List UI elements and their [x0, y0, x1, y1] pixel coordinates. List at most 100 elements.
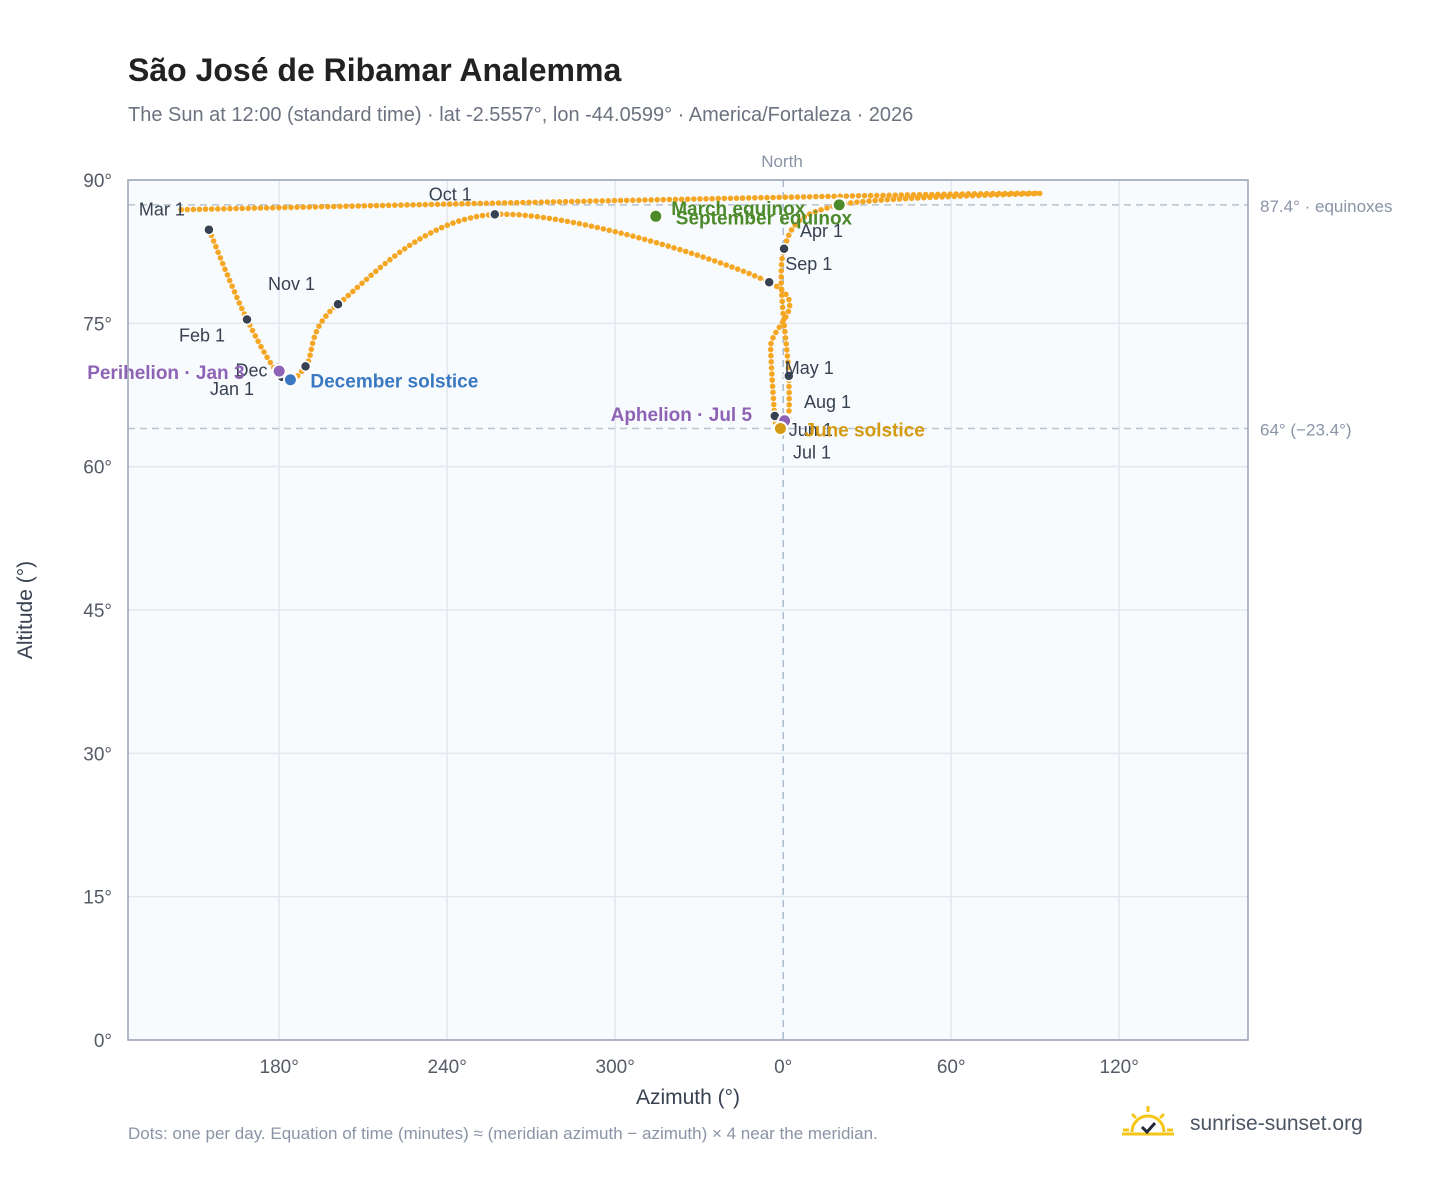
day-dot	[587, 198, 593, 204]
day-dot	[752, 195, 758, 201]
day-dot	[495, 200, 502, 206]
brand[interactable]: sunrise-sunset.org	[1120, 1102, 1390, 1146]
day-dot	[642, 197, 648, 203]
day-dot	[251, 205, 258, 211]
day-dot	[507, 200, 514, 206]
day-dot	[776, 194, 782, 201]
day-dot	[780, 310, 786, 317]
day-dot	[392, 253, 398, 259]
day-dot	[178, 206, 184, 213]
day-dot	[226, 277, 233, 284]
day-dot	[878, 197, 884, 203]
day-dot	[355, 203, 362, 209]
day-dot	[778, 280, 784, 286]
x-tick-label: 60°	[937, 1057, 966, 1078]
day-dot	[504, 211, 510, 218]
chart-subtitle: The Sun at 12:00 (standard time) · lat -…	[128, 104, 914, 126]
day-dot	[564, 218, 571, 225]
day-dot	[990, 190, 996, 197]
day-dot	[483, 200, 490, 207]
day-dot	[568, 198, 575, 205]
day-dot	[611, 197, 618, 204]
day-dot	[786, 408, 792, 414]
day-dot	[771, 401, 777, 408]
day-dot	[184, 206, 191, 213]
day-dot	[255, 338, 261, 345]
day-dot	[575, 198, 581, 205]
x-axis-label: Azimuth (°)	[636, 1086, 740, 1109]
footnote: Dots: one per day. Equation of time (min…	[128, 1124, 878, 1143]
day-dot	[354, 284, 361, 291]
day-dot	[630, 197, 636, 204]
day-dot	[684, 196, 691, 202]
month-label: Feb 1	[179, 326, 225, 346]
day-dot	[382, 260, 389, 267]
day-dot	[404, 202, 410, 208]
day-dot	[819, 193, 825, 200]
day-dot	[288, 204, 294, 211]
event-marker	[271, 363, 287, 379]
day-dot	[910, 192, 917, 198]
day-dot	[224, 272, 231, 278]
day-dot	[588, 223, 595, 229]
month-label: Jul 1	[793, 442, 831, 462]
day-dot	[606, 227, 612, 234]
day-dot	[514, 199, 520, 206]
day-dot	[489, 200, 496, 206]
day-dot	[768, 340, 774, 347]
axes: 0° 15° 30° 45° 60° 75° 90° 180° 240° 300° 0° 60° 120…	[83, 171, 1139, 1078]
day-dot	[648, 197, 654, 203]
event-marker	[282, 372, 298, 388]
day-dot	[782, 194, 789, 200]
day-dot	[796, 217, 803, 224]
day-dot	[768, 352, 774, 359]
day-dot	[784, 353, 791, 359]
day-dot	[1020, 190, 1027, 197]
day-dot	[312, 204, 319, 210]
day-dot	[401, 246, 408, 252]
day-dot	[659, 241, 666, 248]
day-dot	[526, 199, 532, 206]
day-dot	[528, 213, 534, 219]
day-dot	[671, 245, 677, 251]
day-dot	[440, 201, 447, 207]
day-dot	[996, 190, 1002, 197]
day-dot	[306, 204, 313, 210]
day-dot	[412, 239, 418, 245]
day-dot	[398, 202, 404, 208]
day-dot	[872, 197, 878, 204]
day-dot	[624, 231, 630, 238]
day-dot	[422, 201, 429, 208]
day-dot	[778, 268, 784, 274]
day-dot	[282, 204, 288, 211]
event-marker	[772, 420, 788, 436]
day-dot	[538, 199, 544, 205]
day-dot	[343, 203, 349, 209]
day-dot	[379, 202, 386, 209]
day-dot	[800, 194, 807, 200]
month-label: Jan 1	[210, 379, 254, 399]
day-dot	[784, 347, 790, 353]
day-dot	[783, 341, 789, 347]
day-dot	[739, 195, 746, 201]
day-dot	[678, 196, 685, 203]
day-dot	[874, 192, 880, 199]
day-dot	[453, 201, 459, 207]
day-dot	[1032, 190, 1039, 197]
day-dot	[231, 289, 238, 295]
x-tick-label: 300°	[596, 1057, 635, 1078]
day-dot	[319, 318, 326, 324]
day-dot	[935, 191, 941, 198]
day-dot	[473, 213, 480, 220]
day-dot	[767, 346, 774, 353]
event-label: December solstice	[310, 372, 478, 393]
day-dot	[236, 300, 243, 306]
day-dot	[884, 196, 891, 203]
month-marker	[489, 208, 501, 221]
day-dot	[788, 194, 795, 200]
day-dot	[516, 212, 522, 218]
day-dot	[959, 191, 966, 197]
day-dot	[239, 205, 245, 212]
day-dot	[694, 252, 701, 258]
brand-name: sunrise-sunset.org	[1190, 1112, 1363, 1135]
